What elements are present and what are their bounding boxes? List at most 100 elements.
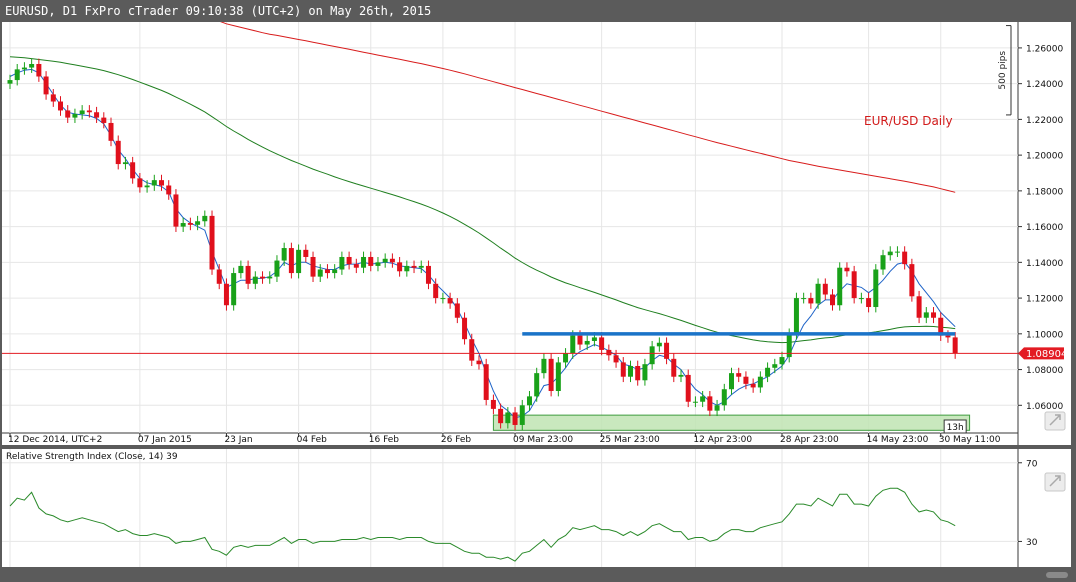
candle-body — [231, 273, 237, 306]
support-zone[interactable] — [492, 414, 971, 431]
candle-body — [216, 269, 222, 284]
price-chart-svg[interactable]: 1.26000 1.24000 1.22000 1.20000 1.18000 1.160… — [0, 0, 1076, 568]
chart-area[interactable]: 1.26000 1.24000 1.22000 1.20000 1.18000 1.160… — [0, 0, 1076, 568]
time-axis-label: 16 Feb — [369, 435, 400, 445]
price-axis-label: 1.16000 — [1026, 223, 1063, 233]
price-axis-label: 1.22000 — [1026, 116, 1063, 126]
candle-body — [260, 276, 266, 279]
candle-body — [736, 373, 742, 377]
candle-body — [447, 298, 453, 304]
candle-body — [245, 265, 251, 284]
rsi-axis: 70 30 — [1018, 459, 1038, 548]
candle-body — [887, 251, 893, 256]
candle-body — [252, 276, 258, 284]
candle-body — [526, 396, 532, 406]
candle-body — [902, 251, 908, 265]
candle-body — [195, 221, 201, 225]
candle-body — [844, 267, 850, 272]
price-axis-label: 1.26000 — [1026, 44, 1063, 54]
time-axis-label: 09 Mar 23:00 — [513, 435, 573, 445]
candle-body — [765, 367, 771, 377]
candle-body — [425, 265, 431, 284]
rsi-grid — [2, 449, 1018, 567]
candle-body — [79, 110, 85, 115]
time-axis-label: 25 Mar 23:00 — [600, 435, 660, 445]
candle-body — [72, 114, 78, 118]
candle-body — [238, 265, 244, 274]
candle-body — [721, 389, 727, 406]
time-axis-label: 07 Jan 2015 — [138, 435, 192, 445]
price-axis-label: 1.12000 — [1026, 295, 1063, 305]
candle-body — [173, 194, 179, 227]
time-axis-label: 23 Jan — [224, 435, 252, 445]
candle-body — [353, 264, 359, 268]
candle-body — [21, 67, 27, 70]
candle-body — [786, 333, 792, 358]
scroll-grip[interactable] — [1046, 572, 1068, 578]
candle-body — [137, 178, 143, 188]
candle-body — [483, 364, 489, 400]
rsi-pane-background — [2, 449, 1071, 567]
candle-body — [815, 283, 821, 304]
candle-body — [772, 364, 778, 368]
candle-body — [743, 376, 749, 384]
price-axis-label: 1.14000 — [1026, 259, 1063, 269]
candle-body — [692, 401, 698, 403]
candle-body — [714, 405, 720, 411]
candle-body — [490, 399, 496, 409]
rsi-expand-button[interactable] — [1044, 472, 1066, 492]
candle-body — [411, 265, 417, 268]
candle-body — [58, 101, 64, 111]
candle-body — [86, 110, 92, 113]
candle-body — [454, 303, 460, 318]
candle-body — [101, 117, 107, 123]
candle-body — [729, 373, 734, 390]
candlesticks — [7, 58, 958, 431]
candle-body — [916, 296, 922, 318]
candle-body — [324, 269, 330, 274]
candle-body — [851, 271, 857, 299]
candle-body — [858, 298, 864, 300]
bar-countdown: 13h — [943, 419, 967, 434]
candle-body — [664, 342, 670, 359]
candle-body — [166, 185, 172, 195]
candle-body — [310, 256, 316, 277]
current-price-tag: 1.08904 — [1018, 347, 1067, 360]
candle-body — [332, 269, 338, 274]
candle-body — [317, 269, 323, 277]
expand-icon — [1049, 414, 1061, 426]
price-grid — [2, 22, 1018, 433]
candle-body — [627, 365, 633, 377]
time-axis-label: 14 May 23:00 — [867, 435, 929, 445]
candle-body — [642, 364, 648, 381]
candle-body — [671, 358, 677, 377]
candle-body — [65, 110, 71, 118]
candle-body — [606, 349, 612, 356]
candle-body — [339, 256, 345, 270]
candle-body — [404, 265, 410, 272]
candle-body — [346, 256, 352, 265]
candle-body — [555, 362, 561, 392]
candle-body — [418, 265, 424, 268]
candle-body — [894, 251, 900, 253]
candle-body — [108, 122, 114, 141]
candle-body — [43, 76, 49, 95]
rsi-title: Relative Strength Index (Close, 14) 39 — [6, 452, 178, 462]
time-axis-label: 04 Feb — [297, 435, 328, 445]
price-axis-label: 1.20000 — [1026, 152, 1063, 162]
price-axis-label: 1.18000 — [1026, 187, 1063, 197]
candle-body — [923, 312, 929, 318]
candle-body — [29, 63, 35, 68]
candle-body — [151, 180, 157, 186]
candle-body — [368, 256, 374, 266]
candle-body — [130, 162, 136, 179]
countdown-text: 13h — [947, 423, 964, 433]
candle-body — [822, 283, 828, 295]
price-axis-label: 1.06000 — [1026, 402, 1063, 412]
candle-body — [945, 335, 951, 338]
candle-body — [36, 63, 42, 77]
candle-body — [94, 112, 100, 118]
candle-body — [440, 298, 446, 300]
expand-button[interactable] — [1044, 411, 1066, 431]
candle-body — [512, 412, 518, 425]
